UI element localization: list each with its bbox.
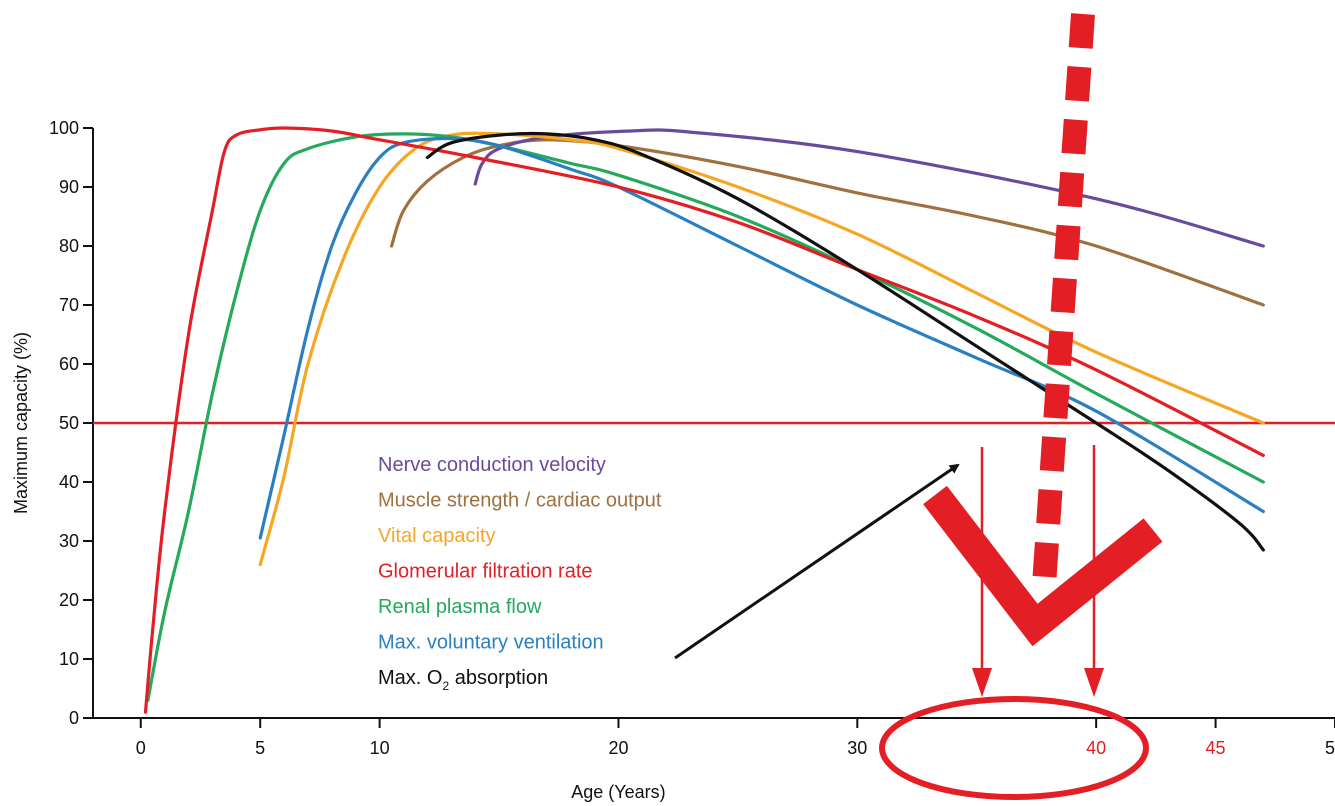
- axes: 0 10 20 30 40 50 60 70 80 90 100 0 5 10 20 30 40 45 50 Age …: [11, 118, 1335, 802]
- annotations-layer: [674, 13, 1163, 800]
- series-line-renal-plasma-flow: [146, 132, 1265, 702]
- legend-entry-text: Max. O: [378, 667, 442, 689]
- x-tick-label: 5: [255, 738, 265, 758]
- x-tick-label-highlighted: 40: [1086, 738, 1106, 758]
- legend-entry: Max. O2 absorption: [378, 667, 548, 693]
- legend-entry: Renal plasma flow: [378, 596, 542, 618]
- series-line-vital-capacity: [258, 131, 1265, 567]
- y-tick-label: 20: [59, 590, 79, 610]
- x-tick-label: 30: [847, 738, 867, 758]
- legend-entry: Nerve conduction velocity: [378, 454, 606, 476]
- legend-entry: Glomerular filtration rate: [378, 561, 593, 583]
- y-tick-label: 40: [59, 472, 79, 492]
- x-tick-label-highlighted: 45: [1206, 738, 1226, 758]
- y-tick-label: 30: [59, 531, 79, 551]
- legend-entry-text: absorption: [449, 667, 548, 689]
- checkmark-icon: [923, 485, 1163, 647]
- y-tick-label: 0: [69, 708, 79, 728]
- series-layer: [93, 126, 1335, 714]
- legend-entry: Max. voluntary ventilation: [378, 632, 604, 654]
- x-axis-title: Age (Years): [571, 782, 665, 802]
- y-tick-label: 90: [59, 177, 79, 197]
- series-line-nerve-conduction-velocity: [473, 128, 1265, 248]
- legend-entry: Vital capacity: [378, 525, 495, 547]
- arrow-annotation: [674, 463, 960, 660]
- y-tick-label: 60: [59, 354, 79, 374]
- legend-entry-subscript: 2: [442, 679, 449, 693]
- y-tick-label: 80: [59, 236, 79, 256]
- down-arrow-head: [972, 668, 992, 697]
- series-line-max-o2-absorption: [425, 131, 1265, 552]
- highlight-ellipse: [879, 696, 1149, 800]
- legend: Nerve conduction velocity Muscle strength…: [378, 454, 662, 693]
- series-line-glomerular-filtration-rate: [143, 126, 1265, 714]
- series-line-muscle-strength-cardiac-output: [390, 138, 1265, 307]
- series-line-max-voluntary-ventilation: [258, 136, 1265, 540]
- dashed-marker-line: [1032, 13, 1095, 586]
- x-tick-label: 50: [1325, 738, 1335, 758]
- y-axis-title: Maximum capacity (%): [11, 332, 31, 514]
- x-tick-label: 20: [608, 738, 628, 758]
- down-arrow-head: [1084, 668, 1104, 697]
- legend-entry: Muscle strength / cardiac output: [378, 490, 662, 512]
- x-tick-label: 10: [370, 738, 390, 758]
- y-tick-label: 50: [59, 413, 79, 433]
- y-tick-label: 70: [59, 295, 79, 315]
- y-tick-label: 10: [59, 649, 79, 669]
- y-tick-label: 100: [49, 118, 79, 138]
- x-tick-label: 0: [136, 738, 146, 758]
